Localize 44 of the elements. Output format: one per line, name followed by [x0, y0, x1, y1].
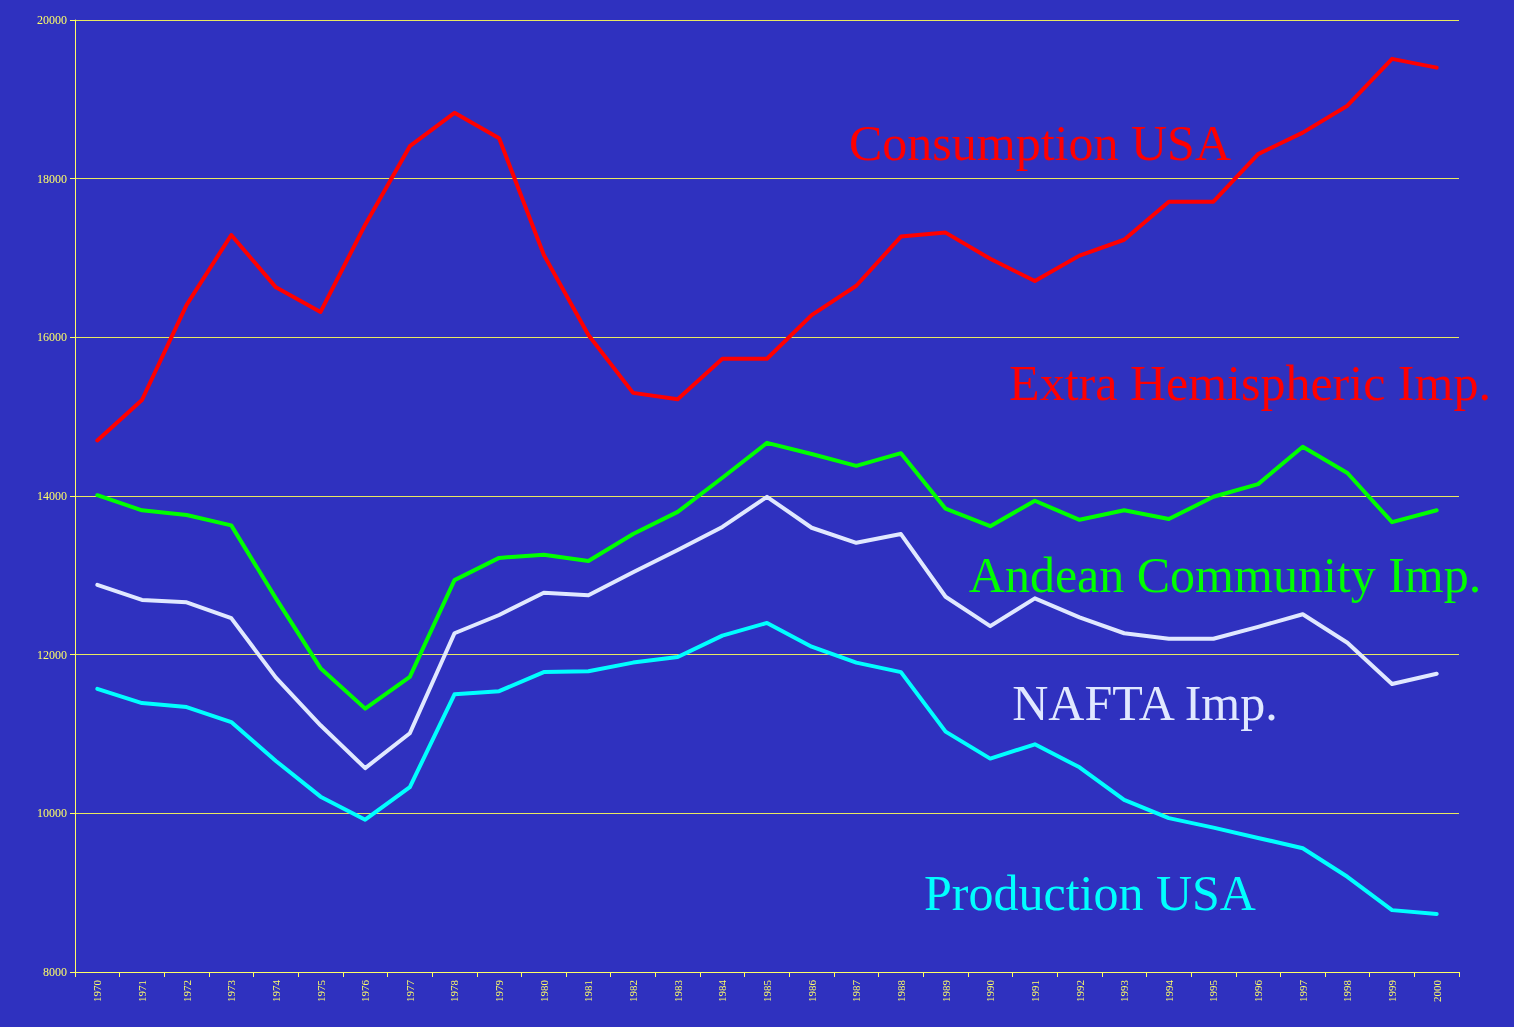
x-tick-label: 1984 [716, 979, 729, 1002]
x-tick-label: 1981 [582, 980, 595, 1002]
x-tick-label: 1986 [805, 979, 818, 1002]
x-tick-label: 1997 [1296, 979, 1309, 1002]
x-tick-label: 1975 [314, 979, 327, 1002]
x-tick-label: 1996 [1252, 979, 1265, 1002]
y-tick-label: 14000 [37, 489, 67, 503]
y-tick-label: 10000 [37, 806, 67, 821]
series-label: Production USA [924, 865, 1256, 921]
x-tick-label: 1977 [403, 979, 416, 1002]
x-tick-label: 1995 [1207, 979, 1220, 1002]
x-tick-label: 1998 [1341, 979, 1354, 1002]
x-tick-label: 1974 [269, 979, 282, 1002]
x-tick-label: 1980 [537, 979, 550, 1002]
line-series [95, 620, 1439, 917]
y-tick-label: 20000 [37, 13, 67, 27]
y-tick-label: 12000 [37, 647, 67, 662]
x-tick-label: 1982 [627, 980, 640, 1002]
x-tick-label: 1970 [91, 979, 104, 1002]
x-tick-label: 1994 [1162, 979, 1175, 1002]
x-tick-label: 1991 [1028, 980, 1041, 1002]
x-tick-label: 1989 [939, 979, 952, 1002]
x-tick-label: 1972 [180, 980, 193, 1002]
y-tick-label: 16000 [37, 330, 67, 345]
x-tick-label: 1971 [135, 980, 148, 1002]
x-tick-label: 2000 [1430, 979, 1443, 1002]
x-tick-label: 1992 [1073, 980, 1086, 1002]
x-tick-label: 1990 [984, 979, 997, 1002]
x-tick-label: 1973 [225, 979, 238, 1002]
x-tick-label: 1983 [671, 979, 684, 1002]
x-tick-label: 1978 [448, 979, 461, 1002]
annotation: Extra Hemispheric Imp. [1009, 355, 1491, 411]
x-tick-label: 1976 [359, 979, 372, 1002]
series-label: Consumption USA [848, 115, 1232, 171]
x-tick-label: 1999 [1386, 979, 1399, 1002]
y-tick-label: 18000 [37, 171, 67, 186]
x-tick-label: 1987 [850, 979, 863, 1002]
x-tick-label: 1985 [761, 979, 773, 1002]
series-label: Andean Community Imp. [968, 547, 1482, 603]
x-tick-label: 1988 [894, 979, 907, 1002]
y-tick-label: 8000 [43, 965, 67, 979]
x-tick-label: 1979 [493, 979, 506, 1002]
series-label: NAFTA Imp. [1012, 675, 1278, 731]
x-tick-label: 1993 [1118, 979, 1131, 1002]
